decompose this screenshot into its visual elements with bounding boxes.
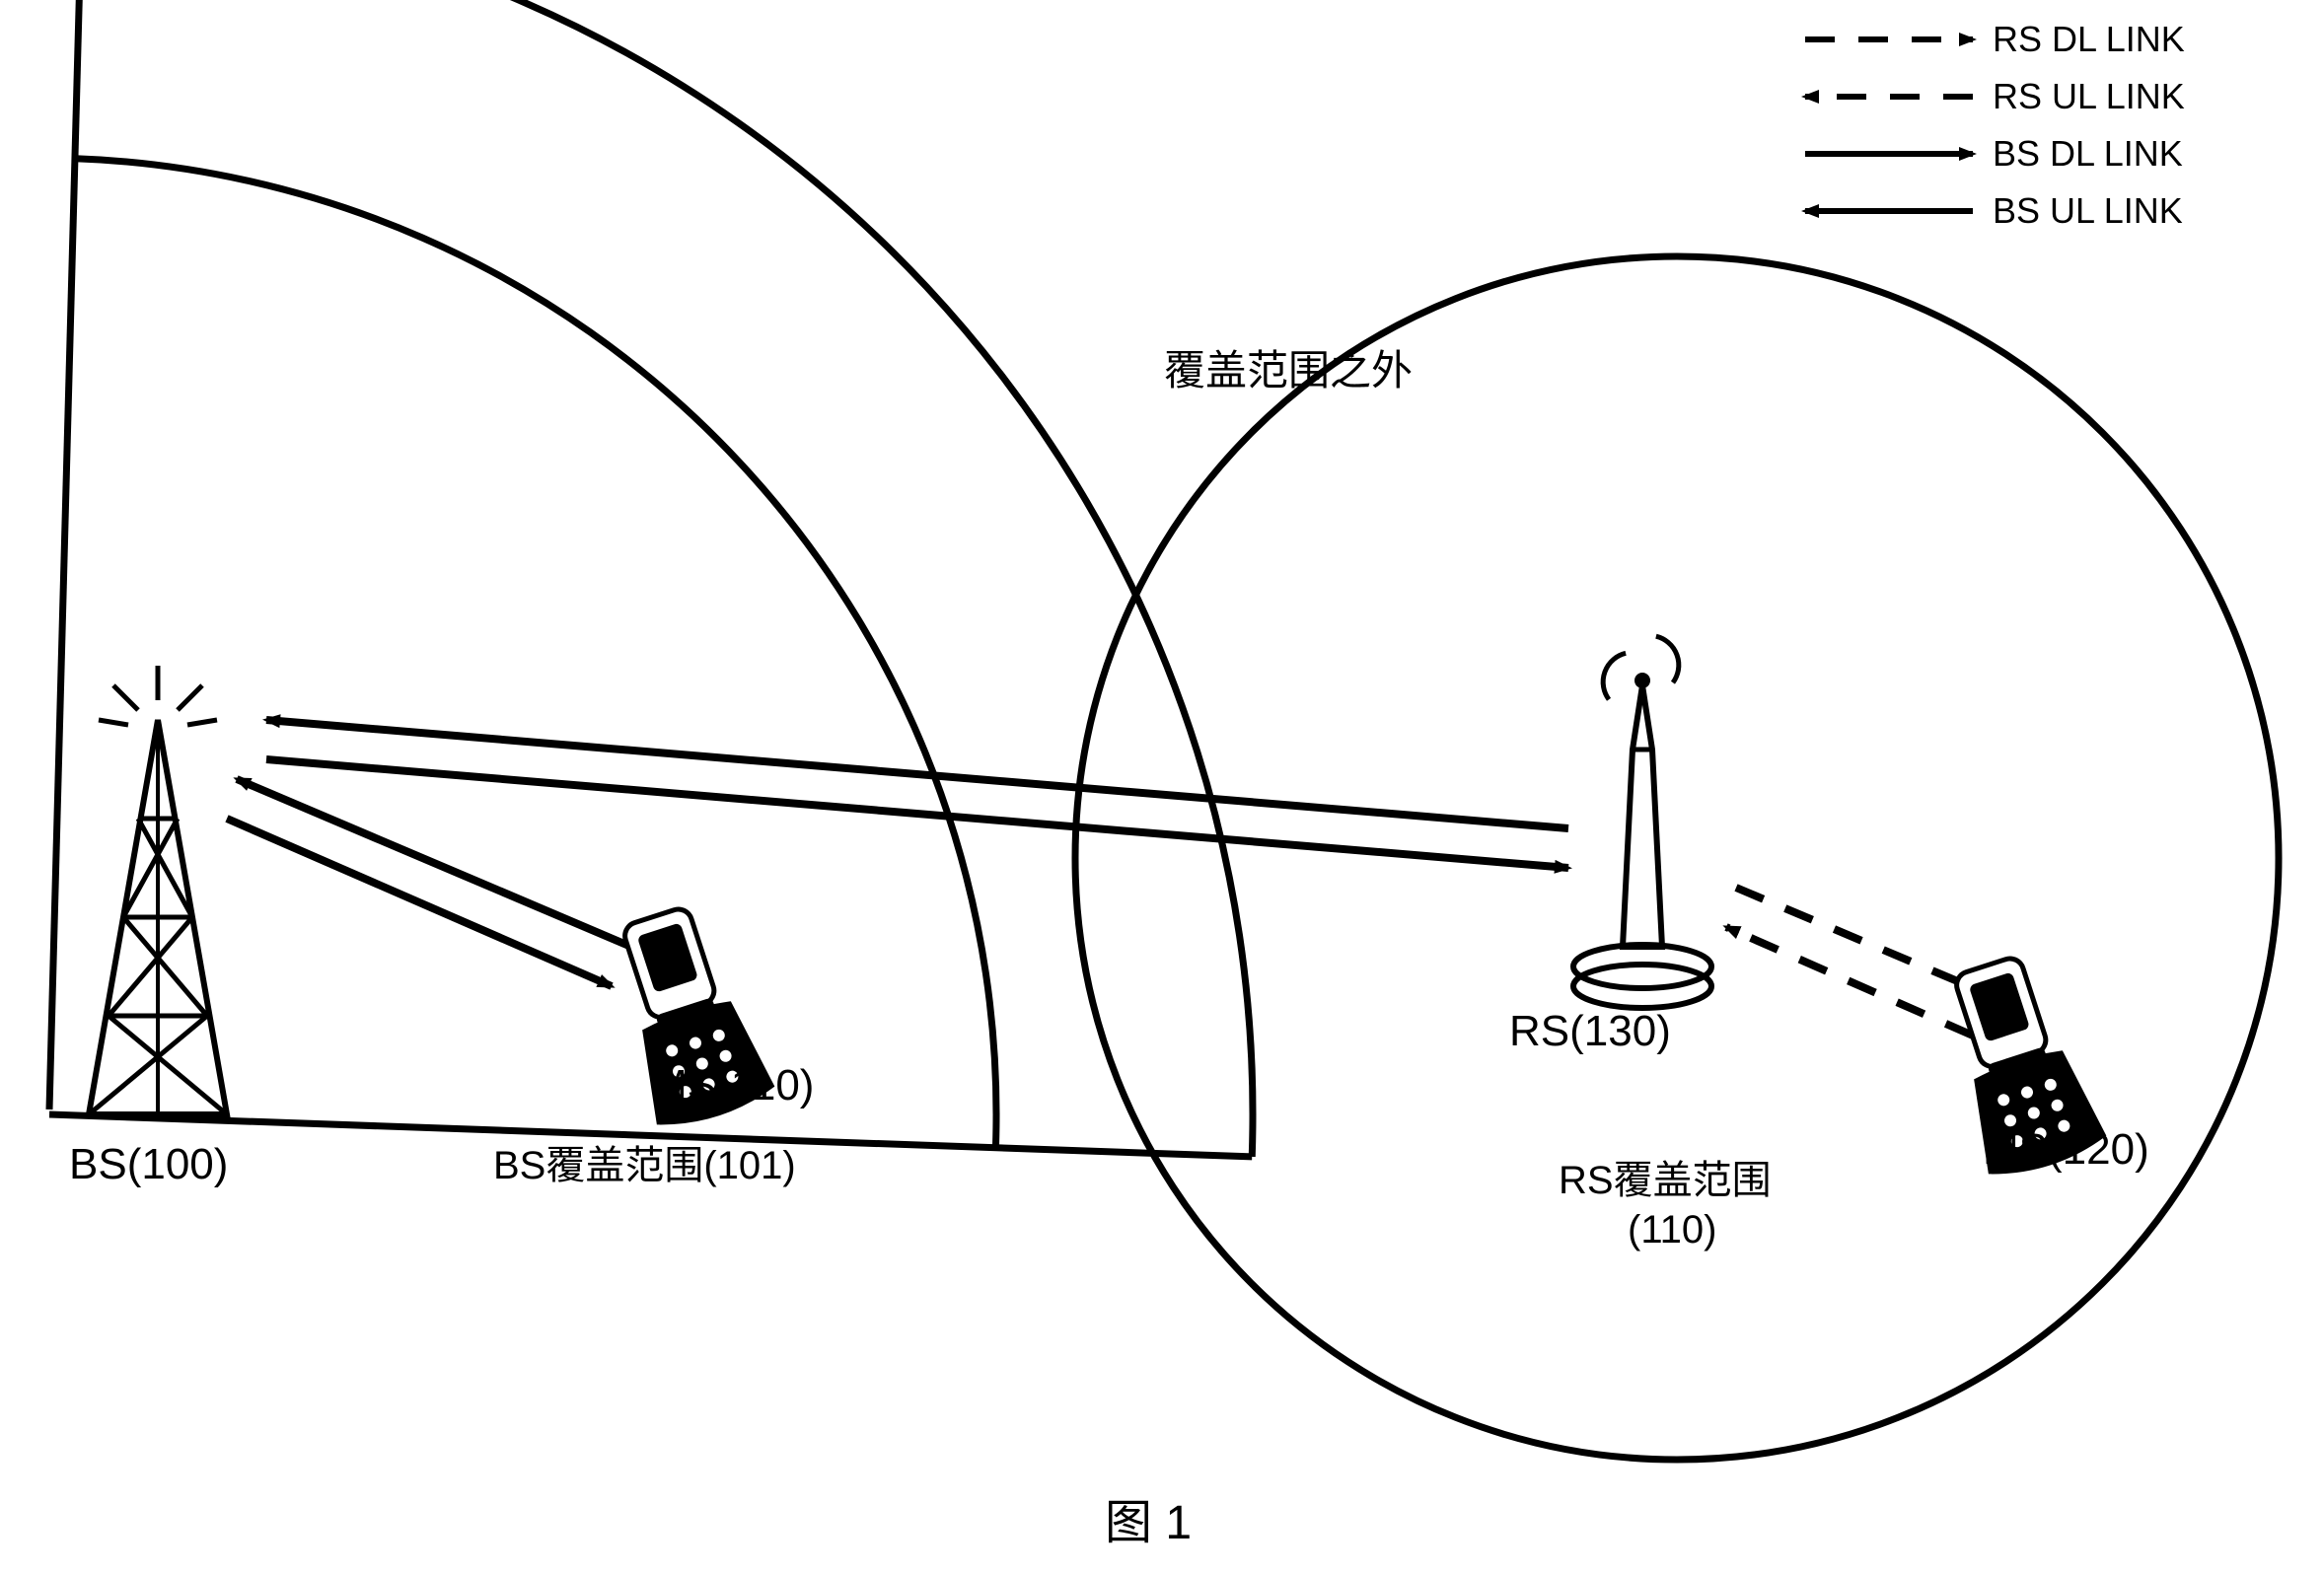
- link-arrow: [1726, 927, 1973, 1036]
- link-arrow: [1736, 888, 1993, 996]
- out-of-coverage-label: 覆盖范围之外: [1164, 347, 1413, 394]
- ms-phone-icon: MS(120): [1929, 948, 2148, 1181]
- legend-item-label: BS UL LINK: [1993, 190, 2183, 231]
- rs-coverage-label: RS覆盖范围: [1559, 1159, 1772, 1202]
- bs-tower-icon: BS(100): [69, 666, 228, 1188]
- rs-coverage-circle: [1075, 256, 2279, 1460]
- rs-label: RS(130): [1509, 1007, 1671, 1055]
- ms-phone-icon: MS(110): [598, 898, 814, 1132]
- figure-caption: 图 1: [1105, 1497, 1192, 1549]
- bs-coverage-label: BS覆盖范围(101): [493, 1144, 796, 1187]
- ms-label: MS(120): [1983, 1125, 2149, 1174]
- legend-item-label: RS DL LINK: [1993, 19, 2185, 59]
- bs-coverage-inner-arc: [73, 159, 996, 1148]
- legend-item-label: BS DL LINK: [1993, 133, 2183, 174]
- rs-station-icon: RS(130): [1509, 632, 1711, 1055]
- bs-label: BS(100): [69, 1140, 228, 1188]
- link-arrow: [227, 819, 612, 986]
- legend-item-label: RS UL LINK: [1993, 76, 2185, 116]
- ms-label: MS(110): [651, 1061, 814, 1109]
- bs-wedge-left: [49, 0, 82, 1109]
- link-arrow: [237, 779, 631, 947]
- rs-coverage-label-num: (110): [1628, 1208, 1716, 1252]
